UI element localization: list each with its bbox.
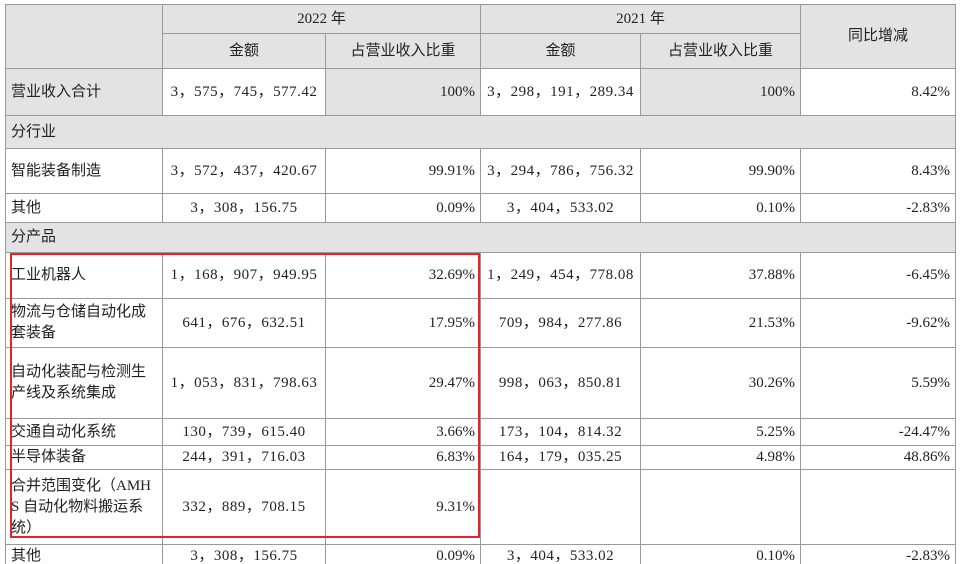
header-cell: 金额: [162, 33, 326, 69]
section-cell: 分行业: [4, 115, 957, 149]
revenue-table: 2022 年 2021 年 同比增减 金额 占营业收入比重 金额 占营业收入比重…: [4, 4, 957, 564]
value-cell: 3，308，156.75: [162, 544, 326, 564]
value-cell: [480, 469, 642, 545]
row-label: 其他: [5, 544, 163, 564]
table-row: 智能装备制造 3，572，437，420.67 99.91% 3，294，786，75…: [5, 148, 957, 194]
table-row: 交通自动化系统 130，739，615.40 3.66% 173，104，814.32…: [5, 418, 957, 446]
value-cell: 9.31%: [324, 469, 482, 545]
value-cell: 6.83%: [324, 445, 482, 470]
row-label: 工业机器人: [5, 252, 163, 299]
value-cell: 0.10%: [640, 193, 802, 223]
value-cell: 173，104，814.32: [480, 418, 642, 446]
value-cell: 48.86%: [800, 445, 957, 470]
row-label: 交通自动化系统: [5, 418, 163, 446]
value-cell: [800, 469, 957, 545]
table-row: 分行业: [4, 115, 957, 149]
row-label: 自动化装配与检测生产线及系统集成: [5, 347, 163, 419]
row-label: 营业收入合计: [5, 68, 163, 116]
value-cell: 1，168，907，949.95: [162, 252, 326, 299]
header-row: 2022 年 2021 年 同比增减: [5, 4, 957, 69]
value-cell: 5.25%: [640, 418, 802, 446]
value-cell: 1，249，454，778.08: [480, 252, 642, 299]
header-cell: 2022 年: [161, 4, 482, 34]
value-cell: 37.88%: [640, 252, 802, 299]
value-cell: 30.26%: [640, 347, 802, 419]
value-cell: -6.45%: [800, 252, 957, 299]
value-cell: 641，676，632.51: [162, 298, 326, 348]
value-cell: 21.53%: [640, 298, 802, 348]
table-row: 合并范围变化（AMHS 自动化物料搬运系统） 332，889，708.15 9.31…: [5, 469, 957, 545]
value-cell: 332，889，708.15: [162, 469, 326, 545]
row-label: 半导体装备: [5, 445, 163, 470]
value-cell: -2.83%: [800, 193, 957, 223]
value-cell: 709，984，277.86: [480, 298, 642, 348]
value-cell: -9.62%: [800, 298, 957, 348]
value-cell: 5.59%: [800, 347, 957, 419]
header-cell: 2021 年: [480, 4, 802, 34]
section-cell: 分产品: [4, 222, 957, 253]
table-row: 其他 3，308，156.75 0.09% 3，404，533.02 0.10% -2.8…: [5, 544, 957, 564]
value-cell: 130，739，615.40: [162, 418, 326, 446]
value-cell: 0.09%: [324, 544, 482, 564]
table-row: 自动化装配与检测生产线及系统集成 1，053，831，798.63 29.47% 99…: [5, 347, 957, 419]
value-cell: 244，391，716.03: [162, 445, 326, 470]
value-cell: 17.95%: [324, 298, 482, 348]
value-cell: 4.98%: [640, 445, 802, 470]
value-cell: 3.66%: [324, 418, 482, 446]
value-cell: 32.69%: [324, 252, 482, 299]
value-cell: 8.43%: [800, 148, 957, 194]
value-cell: 8.42%: [800, 68, 957, 116]
value-cell: 164，179，035.25: [480, 445, 642, 470]
value-cell: 99.91%: [324, 148, 482, 194]
header-row: 金额 占营业收入比重 金额 占营业收入比重: [6, 33, 956, 69]
value-cell: 3，404，533.02: [480, 193, 642, 223]
table-row: 工业机器人 1，168，907，949.95 32.69% 1，249，454，778…: [5, 252, 957, 299]
value-cell: 0.10%: [640, 544, 802, 564]
header-cell: 占营业收入比重: [640, 33, 802, 69]
table-row: 物流与仓储自动化成套装备 641，676，632.51 17.95% 709，984，…: [5, 298, 957, 348]
value-cell: 998，063，850.81: [480, 347, 642, 419]
value-cell: 99.90%: [640, 148, 802, 194]
value-cell: 3，575，745，577.42: [162, 68, 326, 116]
table-row: 其他 3，308，156.75 0.09% 3，404，533.02 0.10% -2.8…: [5, 193, 957, 223]
row-label: 智能装备制造: [5, 148, 163, 194]
value-cell: 3，572，437，420.67: [162, 148, 326, 194]
row-label: 合并范围变化（AMHS 自动化物料搬运系统）: [5, 469, 163, 545]
table-row: 营业收入合计 3，575，745，577.42 100% 3，298，191，289.…: [5, 68, 957, 116]
value-cell: [640, 469, 802, 545]
row-label: 其他: [5, 193, 163, 223]
value-cell: 3，298，191，289.34: [480, 68, 642, 116]
value-cell: -2.83%: [800, 544, 957, 564]
value-cell: 0.09%: [324, 193, 482, 223]
table-row: 分产品: [4, 222, 957, 253]
value-cell: -24.47%: [800, 418, 957, 446]
value-cell: 1，053，831，798.63: [162, 347, 326, 419]
header-cell: 金额: [480, 33, 642, 69]
value-cell: 29.47%: [324, 347, 482, 419]
table-row: 半导体装备 244，391，716.03 6.83% 164，179，035.25 4.…: [5, 445, 957, 470]
header-cell: 同比增减: [800, 4, 957, 69]
value-cell: 3，308，156.75: [162, 193, 326, 223]
header-cell: 占营业收入比重: [324, 33, 482, 69]
value-cell: 3，294，786，756.32: [480, 148, 642, 194]
value-cell: 100%: [324, 68, 482, 116]
row-label: 物流与仓储自动化成套装备: [5, 298, 163, 348]
value-cell: 100%: [640, 68, 802, 116]
header-cell: [5, 4, 163, 69]
value-cell: 3，404，533.02: [480, 544, 642, 564]
